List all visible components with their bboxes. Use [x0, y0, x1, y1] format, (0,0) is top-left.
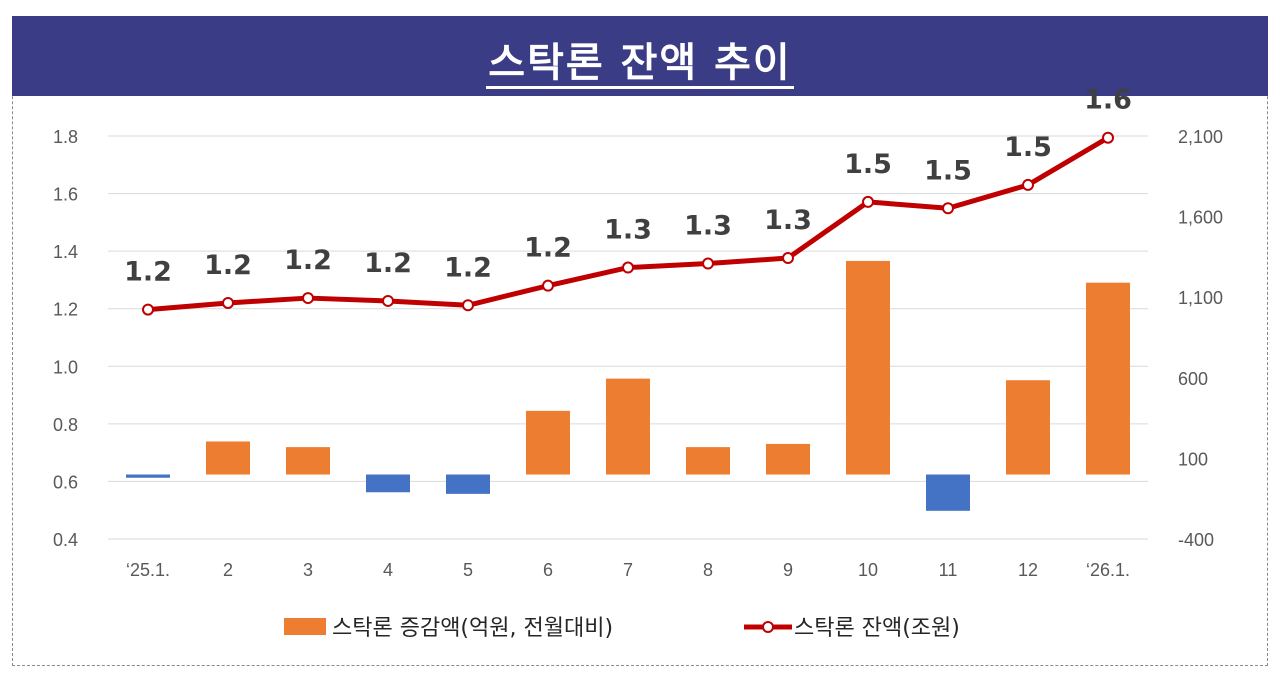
right-axis-tick-label: 100	[1178, 449, 1208, 469]
legend: 스탁론 증감액(억원, 전월대비) 스탁론 잔액(조원)	[284, 616, 960, 641]
category-axis: ‘25.1. 2 3 4 5 6 7 8 9 10 11 12 ‘26.1.	[126, 560, 1130, 580]
data-label: 1.2	[124, 257, 172, 288]
right-axis-tick-label: 600	[1178, 369, 1208, 389]
bar	[846, 260, 890, 475]
data-label: 1.2	[364, 248, 412, 279]
legend-line-label: 스탁론 잔액(조원)	[794, 616, 960, 641]
bar	[606, 378, 650, 475]
title-text: 스탁론 잔액 추이	[486, 40, 794, 89]
data-label: 1.2	[204, 250, 252, 281]
bar	[1086, 282, 1130, 475]
data-label: 1.3	[764, 205, 812, 236]
line-point	[462, 299, 474, 312]
line-point	[382, 294, 394, 307]
line-markers	[142, 131, 1114, 316]
data-label: 1.6	[1084, 85, 1132, 116]
bar-series	[126, 260, 1130, 511]
bar	[686, 447, 730, 475]
data-label: 1.5	[1004, 132, 1052, 163]
bar	[366, 474, 410, 493]
bar	[446, 474, 490, 494]
line-point	[542, 279, 554, 292]
category-label: 6	[543, 560, 553, 580]
line-point	[1102, 131, 1114, 144]
data-label: 1.2	[524, 233, 572, 264]
data-label: 1.3	[684, 211, 732, 242]
category-label: 9	[783, 560, 793, 580]
right-axis-ticks: -400 100 600 1,100 1,600 2,100	[1178, 127, 1223, 550]
data-label: 1.5	[844, 149, 892, 180]
left-axis-tick-label: 1.4	[53, 242, 78, 262]
left-axis-tick-label: 0.6	[53, 472, 78, 492]
category-label: 3	[303, 560, 313, 580]
legend-line-marker	[762, 621, 774, 633]
data-label: 1.2	[444, 252, 492, 283]
left-axis-tick-label: 1.8	[53, 127, 78, 147]
category-label: ‘26.1.	[1086, 560, 1130, 580]
left-axis-tick-label: 1.6	[53, 185, 78, 205]
data-label: 1.3	[604, 215, 652, 246]
line-point	[302, 292, 314, 305]
bar	[1006, 380, 1050, 475]
category-label: 10	[858, 560, 878, 580]
line-point	[142, 303, 154, 316]
category-label: ‘25.1.	[126, 560, 170, 580]
data-labels: 1.2 1.2 1.2 1.2 1.2 1.2 1.3 1.3 1.3 1.5 1.5 1.5 1.6	[124, 85, 1132, 288]
right-axis-tick-label: -400	[1178, 530, 1214, 550]
line-point	[222, 296, 234, 309]
bar	[926, 474, 970, 511]
line-point	[942, 202, 954, 215]
data-label: 1.5	[924, 155, 972, 186]
left-axis-tick-label: 0.8	[53, 415, 78, 435]
bar	[206, 441, 250, 475]
bar	[286, 447, 330, 475]
category-label: 2	[223, 560, 233, 580]
category-label: 12	[1018, 560, 1038, 580]
bar	[526, 410, 570, 475]
left-axis-tick-label: 1.2	[53, 300, 78, 320]
legend-bar-label: 스탁론 증감액(억원, 전월대비)	[332, 616, 613, 641]
left-axis-ticks: 0.4 0.6 0.8 1.0 1.2 1.4 1.6 1.8	[53, 127, 78, 550]
line-point	[782, 252, 794, 265]
legend-bar-swatch	[284, 618, 326, 635]
left-axis-tick-label: 0.4	[53, 530, 78, 550]
line-point	[862, 195, 874, 208]
page-title: 스탁론 잔액 추이	[12, 30, 1268, 89]
left-axis-tick-label: 1.0	[53, 357, 78, 377]
bar	[766, 443, 810, 475]
category-label: 5	[463, 560, 473, 580]
title-banner: 스탁론 잔액 추이	[12, 16, 1268, 96]
right-axis-tick-label: 1,600	[1178, 208, 1223, 228]
data-label: 1.2	[284, 245, 332, 276]
category-label: 8	[703, 560, 713, 580]
line-point	[1022, 178, 1034, 191]
right-axis-tick-label: 2,100	[1178, 127, 1223, 147]
right-axis-tick-label: 1,100	[1178, 288, 1223, 308]
category-label: 4	[383, 560, 393, 580]
category-label: 7	[623, 560, 633, 580]
category-label: 11	[939, 560, 958, 580]
bar	[126, 474, 170, 478]
line-point	[622, 261, 634, 274]
line-point	[702, 257, 714, 270]
